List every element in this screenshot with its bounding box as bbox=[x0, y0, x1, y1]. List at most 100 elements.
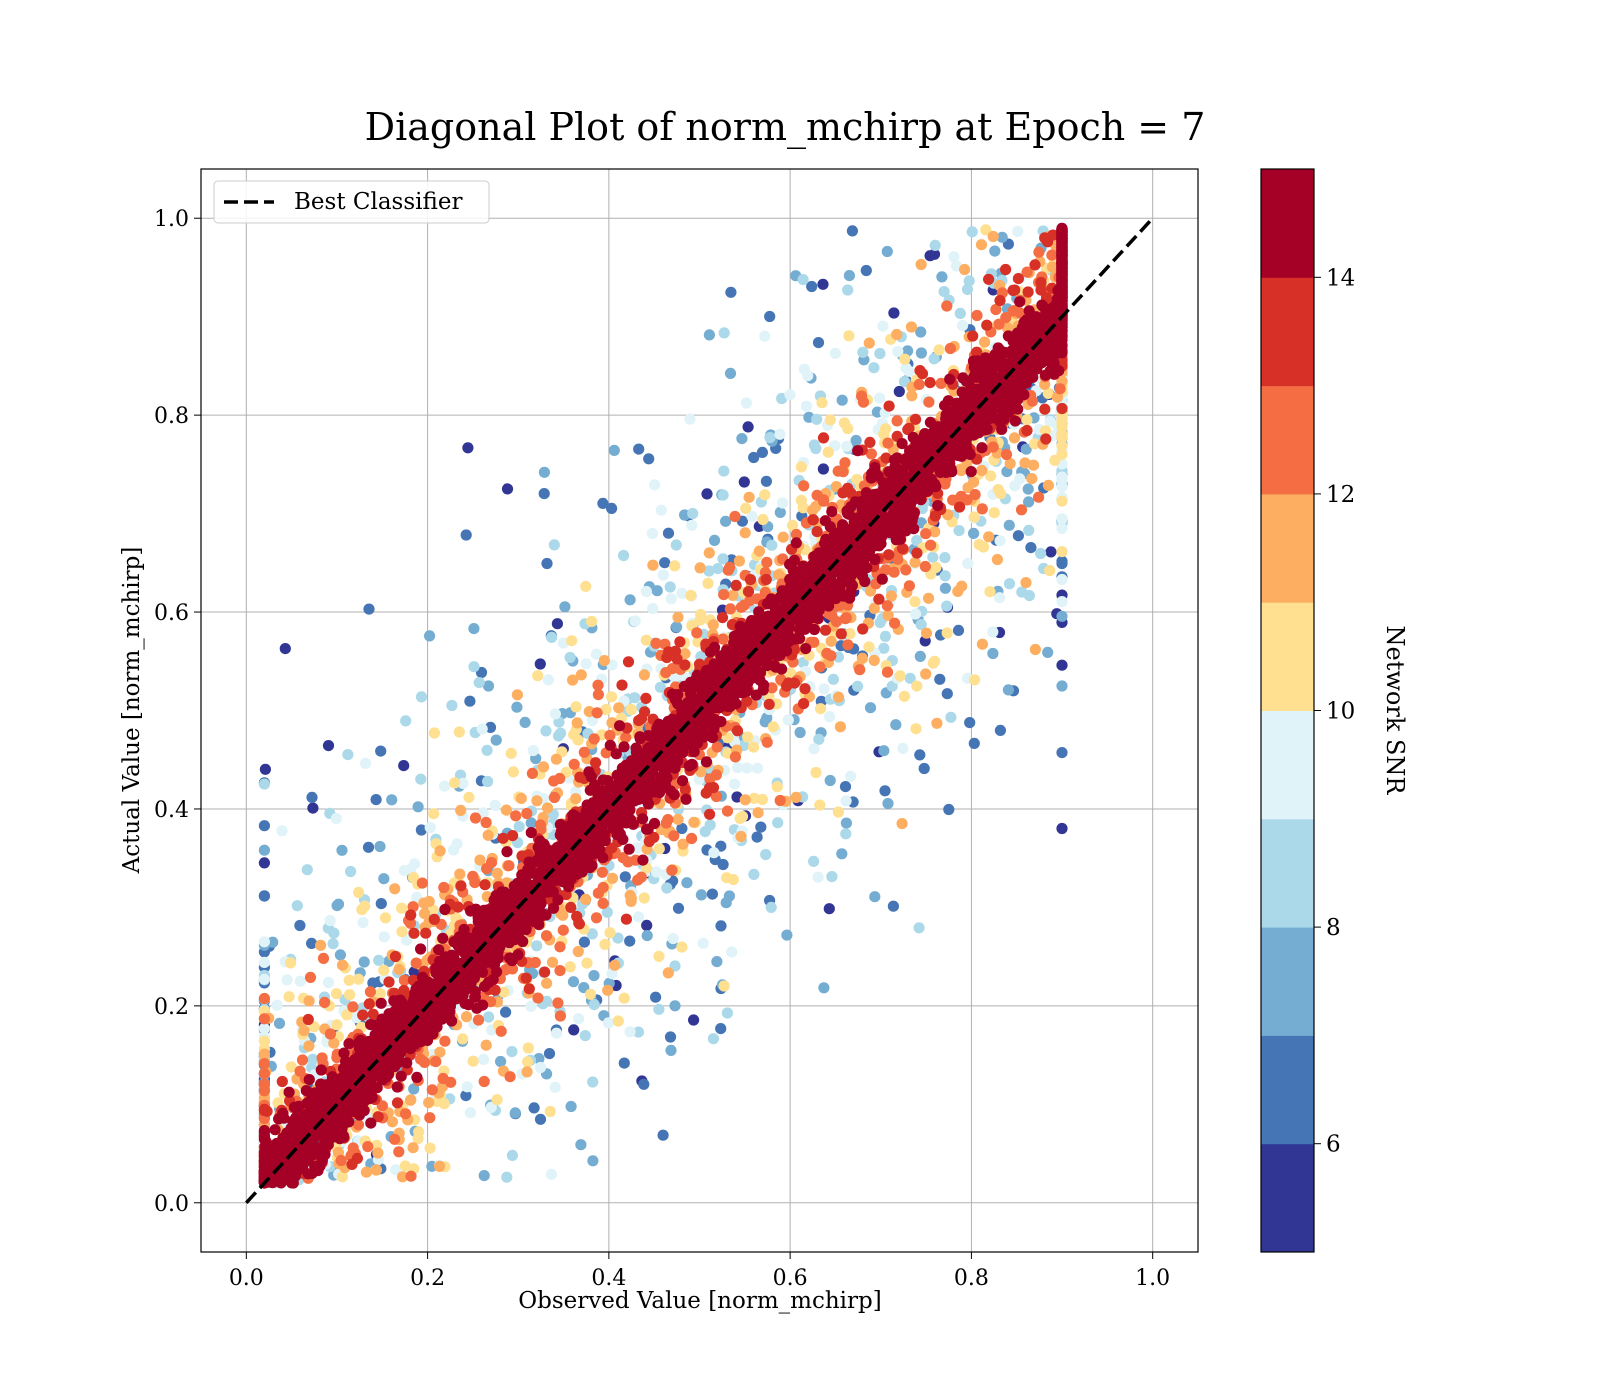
scatter-point bbox=[647, 602, 659, 615]
scatter-point bbox=[375, 997, 387, 1009]
scatter-point bbox=[404, 1094, 417, 1106]
scatter-point bbox=[296, 1054, 309, 1066]
scatter-point bbox=[992, 484, 1004, 496]
scatter-point bbox=[484, 721, 497, 734]
scatter-point bbox=[598, 655, 611, 667]
scatter-point bbox=[923, 592, 935, 604]
scatter-point bbox=[672, 611, 684, 623]
scatter-point bbox=[863, 641, 875, 653]
scatter-point bbox=[612, 1015, 624, 1027]
scatter-point bbox=[509, 1107, 521, 1119]
scatter-point bbox=[640, 634, 652, 646]
scatter-point bbox=[686, 519, 698, 531]
scatter-point bbox=[258, 1078, 270, 1090]
scatter-point bbox=[757, 684, 769, 696]
scatter-point bbox=[731, 761, 744, 774]
scatter-point bbox=[797, 502, 809, 514]
scatter-point bbox=[1056, 495, 1068, 507]
scatter-point bbox=[1003, 578, 1016, 590]
scatter-point bbox=[480, 816, 492, 829]
scatter-point bbox=[525, 817, 537, 829]
scatter-point bbox=[850, 434, 862, 447]
scatter-point bbox=[724, 367, 737, 379]
scatter-point bbox=[740, 397, 753, 409]
scatter-point bbox=[724, 561, 736, 574]
scatter-point bbox=[759, 489, 771, 501]
scatter-point bbox=[570, 793, 582, 805]
scatter-point bbox=[774, 428, 786, 440]
scatter-point bbox=[795, 461, 808, 473]
scatter-point bbox=[964, 717, 976, 729]
scatter-point bbox=[258, 936, 270, 948]
scatter-point bbox=[797, 274, 809, 286]
scatter-point bbox=[864, 436, 876, 448]
scatter-point bbox=[748, 451, 760, 464]
scatter-point bbox=[527, 744, 539, 757]
scatter-point bbox=[619, 871, 631, 883]
scatter-point bbox=[455, 804, 467, 817]
scatter-point bbox=[428, 808, 440, 820]
scatter-point bbox=[433, 1160, 446, 1172]
scatter-point bbox=[479, 879, 491, 891]
scatter-point bbox=[883, 400, 895, 412]
scatter-point bbox=[604, 729, 616, 742]
scatter-point bbox=[954, 501, 966, 513]
scatter-point bbox=[1056, 402, 1068, 415]
scatter-point bbox=[892, 346, 904, 358]
scatter-point bbox=[708, 534, 721, 547]
scatter-point bbox=[929, 239, 941, 251]
scatter-point bbox=[955, 490, 967, 502]
scatter-point bbox=[810, 766, 822, 779]
scatter-point bbox=[464, 1107, 476, 1119]
scatter-point bbox=[451, 838, 463, 850]
scatter-point bbox=[319, 996, 331, 1009]
scatter-point bbox=[944, 342, 957, 355]
scatter-point bbox=[460, 529, 472, 541]
chart-title: Diagonal Plot of norm_mchirp at Epoch = … bbox=[365, 105, 1206, 150]
scatter-point bbox=[715, 920, 727, 932]
scatter-point bbox=[941, 300, 953, 312]
scatter-point bbox=[632, 1026, 645, 1038]
scatter-point bbox=[812, 871, 824, 883]
scatter-point bbox=[1020, 577, 1032, 589]
scatter-point bbox=[541, 557, 553, 570]
scatter-point bbox=[772, 817, 784, 829]
scatter-point bbox=[707, 619, 719, 631]
scatter-point bbox=[680, 793, 692, 805]
scatter-point bbox=[879, 630, 892, 643]
scatter-point bbox=[720, 515, 732, 527]
scatter-point bbox=[782, 714, 794, 726]
scatter-point bbox=[375, 898, 387, 910]
scatter-point bbox=[915, 326, 927, 338]
scatter-point bbox=[739, 527, 751, 539]
scatter-point bbox=[654, 681, 667, 693]
scatter-point bbox=[513, 821, 525, 833]
scatter-point bbox=[736, 810, 749, 823]
scatter-point bbox=[457, 777, 469, 790]
scatter-point bbox=[650, 866, 663, 878]
scatter-point bbox=[315, 939, 327, 951]
scatter-point bbox=[357, 1009, 369, 1021]
scatter-point bbox=[549, 708, 562, 720]
scatter-point bbox=[909, 413, 922, 425]
scatter-point bbox=[497, 832, 509, 844]
scatter-point bbox=[695, 889, 708, 901]
scatter-point bbox=[900, 564, 912, 576]
scatter-point bbox=[807, 514, 819, 526]
scatter-point bbox=[304, 971, 317, 984]
scatter-point bbox=[523, 983, 535, 995]
scatter-point bbox=[405, 863, 417, 875]
scatter-point bbox=[420, 927, 432, 939]
scatter-point bbox=[860, 264, 872, 277]
scatter-point bbox=[568, 1024, 580, 1036]
scatter-point bbox=[887, 900, 900, 912]
scatter-point bbox=[996, 231, 1008, 243]
scatter-point bbox=[819, 624, 832, 636]
scatter-point bbox=[364, 986, 376, 998]
scatter-point bbox=[415, 943, 427, 955]
scatter-point bbox=[1056, 558, 1068, 570]
scatter-point bbox=[840, 817, 853, 829]
scatter-point bbox=[587, 1076, 599, 1088]
scatter-point bbox=[1026, 473, 1038, 485]
scatter-point bbox=[482, 829, 494, 841]
